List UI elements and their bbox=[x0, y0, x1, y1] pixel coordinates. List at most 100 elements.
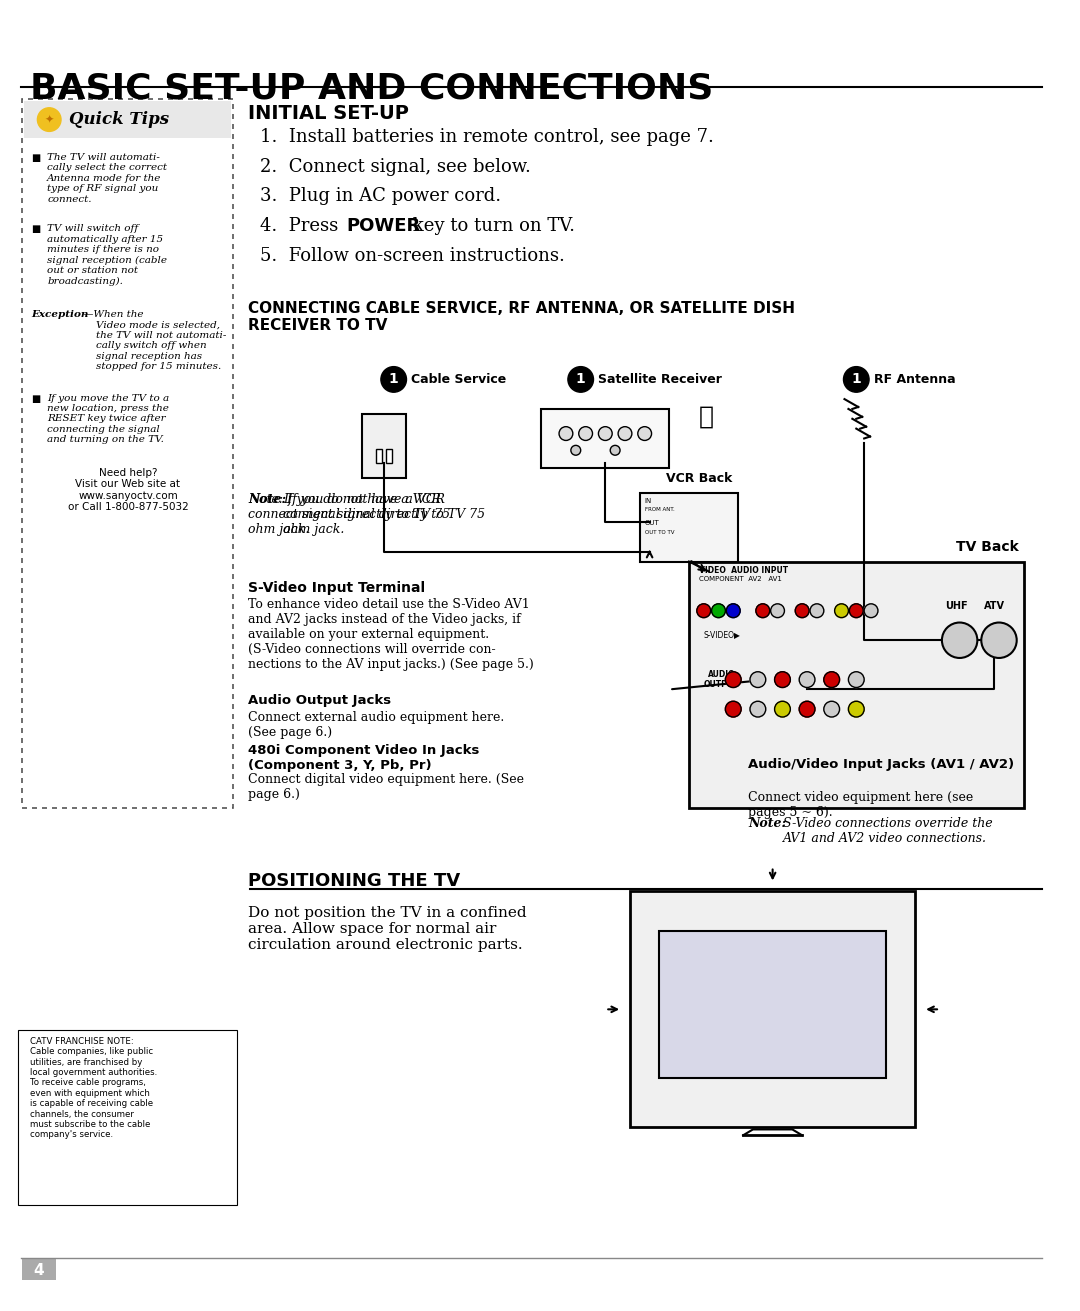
Circle shape bbox=[843, 367, 869, 392]
Text: —When the
    Video mode is selected,
    the TV will not automati-
    cally sw: —When the Video mode is selected, the TV… bbox=[83, 309, 226, 371]
Circle shape bbox=[750, 671, 766, 687]
Text: AUDIO
OUTPUT: AUDIO OUTPUT bbox=[704, 670, 739, 690]
Text: ■: ■ bbox=[31, 393, 41, 404]
Text: 1: 1 bbox=[576, 372, 585, 387]
Text: OUT TO TV: OUT TO TV bbox=[645, 530, 674, 535]
Text: Audio/Video Input Jacks (AV1 / AV2): Audio/Video Input Jacks (AV1 / AV2) bbox=[748, 758, 1014, 771]
Circle shape bbox=[849, 671, 864, 687]
Circle shape bbox=[579, 426, 593, 440]
Text: 1.  Install batteries in remote control, see page 7.: 1. Install batteries in remote control, … bbox=[260, 128, 714, 147]
Circle shape bbox=[598, 426, 612, 440]
Bar bbox=[362, 414, 405, 477]
Text: ■: ■ bbox=[31, 153, 41, 163]
Circle shape bbox=[824, 671, 839, 687]
Circle shape bbox=[568, 367, 594, 392]
Circle shape bbox=[727, 604, 740, 617]
Circle shape bbox=[799, 701, 815, 717]
Text: 1: 1 bbox=[389, 372, 399, 387]
Circle shape bbox=[835, 604, 849, 617]
Text: S-Video Input Terminal: S-Video Input Terminal bbox=[248, 581, 426, 595]
Text: Connect video equipment here (see
pages 5 ~ 6).: Connect video equipment here (see pages … bbox=[748, 791, 973, 819]
Text: UHF: UHF bbox=[945, 600, 968, 611]
Circle shape bbox=[849, 604, 863, 617]
FancyBboxPatch shape bbox=[24, 101, 231, 138]
Circle shape bbox=[726, 671, 741, 687]
Text: VIDEO  AUDIO INPUT: VIDEO AUDIO INPUT bbox=[699, 566, 788, 576]
FancyBboxPatch shape bbox=[22, 1259, 56, 1280]
Text: Connect external audio equipment here.
(See page 6.): Connect external audio equipment here. (… bbox=[248, 711, 504, 739]
Text: RF Antenna: RF Antenna bbox=[874, 372, 956, 385]
Text: The TV will automati-
cally select the correct
Antenna mode for the
type of RF s: The TV will automati- cally select the c… bbox=[48, 153, 167, 203]
Circle shape bbox=[799, 671, 815, 687]
Circle shape bbox=[774, 671, 791, 687]
Circle shape bbox=[942, 623, 977, 658]
Text: TV will switch off
automatically after 15
minutes if there is no
signal receptio: TV will switch off automatically after 1… bbox=[48, 224, 167, 286]
FancyBboxPatch shape bbox=[630, 891, 916, 1127]
Circle shape bbox=[697, 604, 711, 617]
Circle shape bbox=[756, 604, 770, 617]
Text: 480i Component Video In Jacks
(Component 3, Y, Pb, Pr): 480i Component Video In Jacks (Component… bbox=[248, 743, 480, 772]
Circle shape bbox=[618, 426, 632, 440]
Text: Cable Service: Cable Service bbox=[411, 372, 507, 385]
Circle shape bbox=[559, 426, 572, 440]
FancyBboxPatch shape bbox=[660, 931, 886, 1078]
Text: BASIC SET-UP AND CONNECTIONS: BASIC SET-UP AND CONNECTIONS bbox=[29, 71, 713, 105]
Text: Note: If you do not have a VCR
connect signal directly to TV 75
ohm jack.: Note: If you do not have a VCR connect s… bbox=[248, 493, 450, 536]
Text: ✦: ✦ bbox=[44, 114, 54, 125]
Circle shape bbox=[795, 604, 809, 617]
Text: Satellite Receiver: Satellite Receiver bbox=[598, 372, 723, 385]
Text: 4.  Press: 4. Press bbox=[260, 218, 343, 235]
Text: S-VIDEO▶: S-VIDEO▶ bbox=[704, 631, 741, 640]
Text: S-Video connections override the
AV1 and AV2 video connections.: S-Video connections override the AV1 and… bbox=[783, 817, 994, 846]
Circle shape bbox=[638, 426, 651, 440]
Text: Note:: Note: bbox=[748, 817, 786, 830]
Text: FROM ANT.: FROM ANT. bbox=[645, 507, 674, 513]
Circle shape bbox=[712, 604, 726, 617]
Text: ATV: ATV bbox=[984, 600, 1005, 611]
Text: If you move the TV to a
new location, press the
RESET key twice after
connecting: If you move the TV to a new location, pr… bbox=[48, 393, 170, 444]
Text: Exception: Exception bbox=[31, 309, 89, 319]
Text: 5.  Follow on-screen instructions.: 5. Follow on-screen instructions. bbox=[260, 246, 565, 265]
Text: POSITIONING THE TV: POSITIONING THE TV bbox=[248, 872, 460, 890]
Text: OUT: OUT bbox=[645, 520, 660, 526]
Text: POWER: POWER bbox=[347, 218, 421, 235]
Text: Quick Tips: Quick Tips bbox=[69, 111, 170, 128]
Circle shape bbox=[571, 446, 581, 455]
Circle shape bbox=[864, 604, 878, 617]
Text: COMPONENT  AV2   AV1: COMPONENT AV2 AV1 bbox=[699, 577, 782, 582]
Text: TV Back: TV Back bbox=[956, 540, 1018, 553]
Text: IN: IN bbox=[645, 498, 652, 503]
Circle shape bbox=[849, 701, 864, 717]
Text: CATV FRANCHISE NOTE:
Cable companies, like public
utilities, are franchised by
l: CATV FRANCHISE NOTE: Cable companies, li… bbox=[29, 1037, 157, 1139]
Circle shape bbox=[774, 701, 791, 717]
Text: Need help?
Visit our Web site at
www.sanyoctv.com
or Call 1-800-877-5032: Need help? Visit our Web site at www.san… bbox=[68, 468, 188, 513]
Circle shape bbox=[38, 108, 62, 131]
Text: Do not position the TV in a confined
area. Allow space for normal air
circulatio: Do not position the TV in a confined are… bbox=[248, 906, 527, 952]
Bar bbox=[376, 450, 382, 463]
Text: CONNECTING CABLE SERVICE, RF ANTENNA, OR SATELLITE DISH
RECEIVER TO TV: CONNECTING CABLE SERVICE, RF ANTENNA, OR… bbox=[248, 300, 795, 333]
FancyBboxPatch shape bbox=[17, 1030, 238, 1205]
Circle shape bbox=[610, 446, 620, 455]
Text: key to turn on TV.: key to turn on TV. bbox=[407, 218, 576, 235]
Circle shape bbox=[810, 604, 824, 617]
FancyBboxPatch shape bbox=[22, 98, 233, 808]
Text: 1: 1 bbox=[851, 372, 861, 387]
Text: INITIAL SET-UP: INITIAL SET-UP bbox=[248, 104, 409, 123]
Text: 2.  Connect signal, see below.: 2. Connect signal, see below. bbox=[260, 157, 530, 176]
Bar bbox=[639, 493, 738, 561]
Circle shape bbox=[824, 701, 839, 717]
Bar bbox=[689, 561, 1024, 808]
Text: Audio Output Jacks: Audio Output Jacks bbox=[248, 695, 391, 708]
Text: ■: ■ bbox=[31, 224, 41, 235]
Bar bbox=[386, 450, 392, 463]
Text: 🛰: 🛰 bbox=[699, 405, 714, 429]
Text: VCR Back: VCR Back bbox=[665, 472, 732, 485]
Circle shape bbox=[750, 701, 766, 717]
Circle shape bbox=[982, 623, 1016, 658]
Text: If you do not have a VCR
connect signal directly to TV 75
ohm jack.: If you do not have a VCR connect signal … bbox=[283, 493, 486, 536]
Text: To enhance video detail use the S-Video AV1
and AV2 jacks instead of the Video j: To enhance video detail use the S-Video … bbox=[248, 598, 534, 671]
Circle shape bbox=[771, 604, 784, 617]
Text: Connect digital video equipment here. (See
page 6.): Connect digital video equipment here. (S… bbox=[248, 773, 524, 801]
Circle shape bbox=[726, 701, 741, 717]
Text: 3.  Plug in AC power cord.: 3. Plug in AC power cord. bbox=[260, 187, 501, 206]
